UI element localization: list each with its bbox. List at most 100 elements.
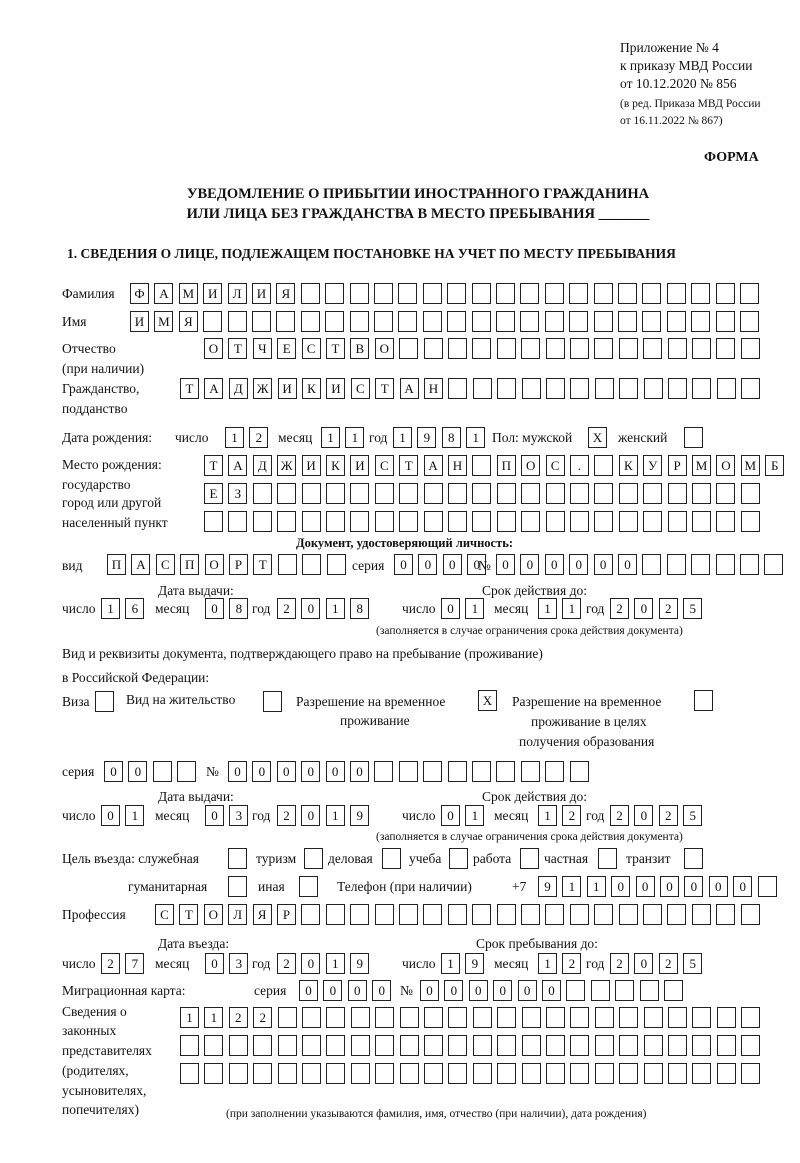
char-cell[interactable]: [546, 1007, 565, 1028]
checkbox-cell[interactable]: [382, 848, 401, 869]
char-cell[interactable]: [252, 511, 272, 532]
char-cell[interactable]: [569, 283, 589, 304]
char-cell[interactable]: [180, 1063, 199, 1084]
checkbox-cell[interactable]: X: [478, 690, 497, 711]
char-cell[interactable]: [691, 283, 711, 304]
char-cell[interactable]: 0: [394, 554, 413, 575]
char-cell[interactable]: О: [716, 455, 736, 476]
char-cell[interactable]: 2: [101, 953, 120, 974]
char-cell[interactable]: 0: [611, 876, 631, 897]
char-cell[interactable]: [350, 904, 370, 925]
char-cell[interactable]: 0: [441, 598, 460, 619]
char-cell[interactable]: [496, 338, 516, 359]
char-cell[interactable]: Ф: [130, 283, 149, 304]
char-cell[interactable]: [691, 311, 711, 332]
char-cell[interactable]: Д: [252, 455, 272, 476]
char-cell[interactable]: 0: [104, 761, 123, 782]
char-cell[interactable]: В: [350, 338, 370, 359]
char-cell[interactable]: [692, 1007, 712, 1028]
char-cell[interactable]: Ч: [252, 338, 272, 359]
char-cell[interactable]: [715, 311, 735, 332]
temp-residence-checkbox[interactable]: X: [478, 690, 502, 712]
char-cell[interactable]: [716, 1035, 736, 1056]
char-cell[interactable]: 0: [544, 554, 564, 575]
char-cell[interactable]: [350, 1007, 370, 1028]
char-cell[interactable]: [594, 511, 614, 532]
char-cell[interactable]: О: [203, 904, 223, 925]
char-cell[interactable]: Д: [228, 378, 248, 399]
char-cell[interactable]: [228, 511, 248, 532]
char-cell[interactable]: [447, 761, 467, 782]
char-cell[interactable]: [228, 1035, 248, 1056]
char-cell[interactable]: [152, 761, 172, 782]
char-cell[interactable]: 9: [465, 953, 485, 974]
char-cell[interactable]: [643, 338, 663, 359]
char-cell[interactable]: 0: [618, 554, 637, 575]
char-cell[interactable]: [228, 1063, 248, 1084]
char-cell[interactable]: [764, 554, 784, 575]
char-cell[interactable]: [399, 1063, 419, 1084]
char-cell[interactable]: [423, 511, 443, 532]
char-cell[interactable]: [619, 1035, 639, 1056]
char-cell[interactable]: [593, 311, 613, 332]
char-cell[interactable]: [472, 455, 492, 476]
char-cell[interactable]: 2: [277, 598, 296, 619]
char-cell[interactable]: 0: [496, 554, 515, 575]
char-cell[interactable]: [252, 483, 272, 504]
purpose-humanitarian-checkbox[interactable]: [228, 876, 252, 898]
char-cell[interactable]: 0: [569, 554, 589, 575]
char-cell[interactable]: [496, 311, 515, 332]
char-cell[interactable]: [472, 378, 492, 399]
char-cell[interactable]: [521, 511, 541, 532]
char-cell[interactable]: [521, 1035, 541, 1056]
char-cell[interactable]: [399, 483, 419, 504]
char-cell[interactable]: 1: [465, 805, 485, 826]
char-cell[interactable]: [398, 311, 418, 332]
char-cell[interactable]: Л: [228, 904, 248, 925]
char-cell[interactable]: 0: [542, 980, 561, 1001]
birthplace-line-3[interactable]: [204, 511, 765, 533]
char-cell[interactable]: [691, 554, 711, 575]
purpose-work-checkbox[interactable]: [520, 848, 544, 870]
char-cell[interactable]: [350, 1063, 370, 1084]
char-cell[interactable]: С: [545, 455, 565, 476]
checkbox-cell[interactable]: [684, 427, 703, 448]
char-cell[interactable]: [276, 311, 296, 332]
char-cell[interactable]: [423, 338, 443, 359]
char-cell[interactable]: [471, 283, 491, 304]
char-cell[interactable]: 1: [204, 1007, 224, 1028]
char-cell[interactable]: [618, 904, 638, 925]
char-cell[interactable]: [618, 311, 637, 332]
char-cell[interactable]: [375, 1063, 395, 1084]
char-cell[interactable]: 0: [301, 598, 321, 619]
char-cell[interactable]: 2: [253, 1007, 273, 1028]
char-cell[interactable]: [521, 378, 541, 399]
char-cell[interactable]: [227, 311, 247, 332]
char-cell[interactable]: [277, 1007, 297, 1028]
char-cell[interactable]: [741, 1035, 761, 1056]
char-cell[interactable]: П: [180, 554, 200, 575]
char-cell[interactable]: Р: [229, 554, 248, 575]
char-cell[interactable]: [590, 980, 610, 1001]
char-cell[interactable]: [692, 511, 711, 532]
checkbox-cell[interactable]: X: [588, 427, 607, 448]
char-cell[interactable]: [545, 483, 565, 504]
char-cell[interactable]: [472, 1007, 492, 1028]
char-cell[interactable]: 0: [325, 761, 345, 782]
char-cell[interactable]: Т: [180, 378, 199, 399]
char-cell[interactable]: 1: [321, 427, 340, 448]
checkbox-cell[interactable]: [449, 848, 468, 869]
char-cell[interactable]: [520, 761, 540, 782]
char-cell[interactable]: [643, 1007, 663, 1028]
char-cell[interactable]: 1: [101, 598, 120, 619]
char-cell[interactable]: И: [252, 283, 271, 304]
